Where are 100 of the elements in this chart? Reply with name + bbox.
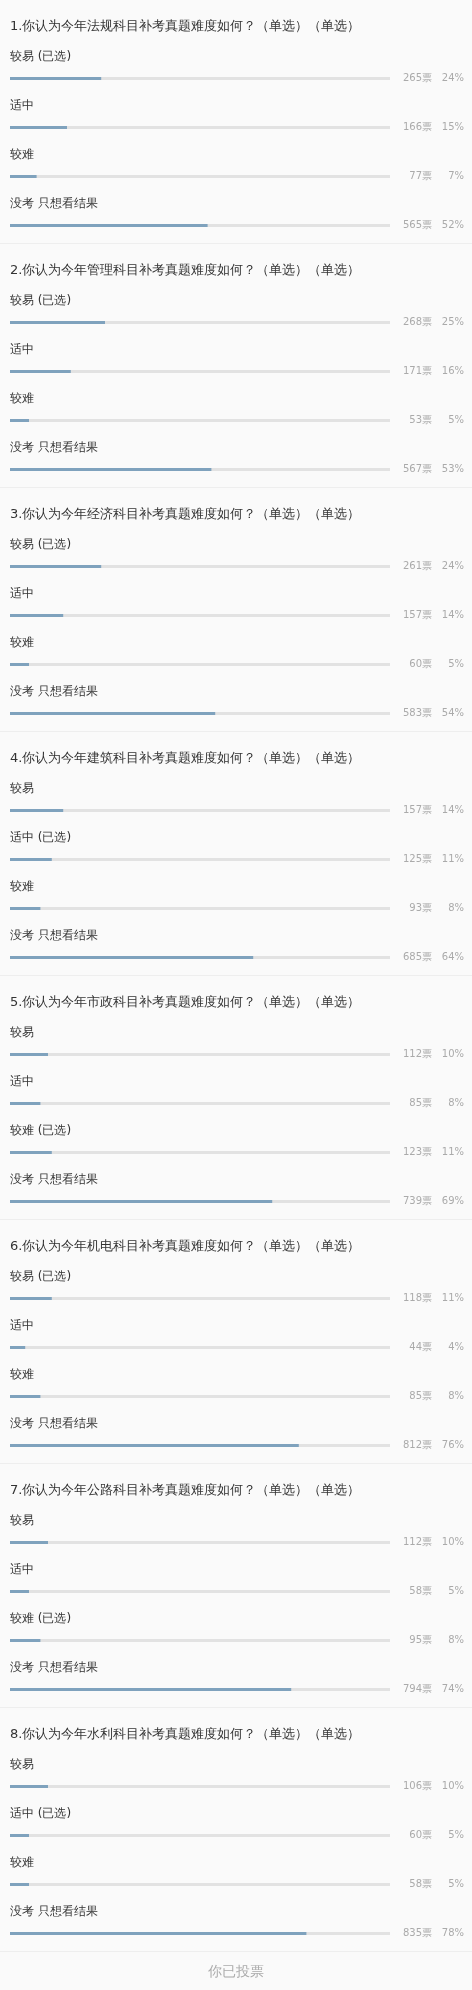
bar bbox=[10, 1590, 29, 1593]
text: 58票 bbox=[409, 1585, 432, 1596]
chart-title: 5.你认为今年市政科目补考真题难度如何？（单选）（单选） bbox=[10, 994, 361, 1009]
text: 157票 bbox=[402, 609, 432, 620]
data-label: 11% bbox=[441, 1292, 464, 1303]
text: 112票 bbox=[402, 1536, 432, 1547]
data-label: 7% bbox=[448, 170, 464, 181]
bar bbox=[10, 1102, 41, 1105]
y-tick-label: 较易 bbox=[10, 1757, 34, 1771]
data-label: 5% bbox=[448, 658, 464, 669]
text: 812票 bbox=[402, 1439, 432, 1450]
y-tick-label: 较难 bbox=[10, 1367, 34, 1381]
data-label: 24% bbox=[441, 560, 464, 571]
chart-title: 8.你认为今年水利科目补考真题难度如何？（单选）（单选） bbox=[10, 1726, 361, 1741]
bar bbox=[10, 565, 102, 568]
data-label: 8% bbox=[448, 1097, 464, 1108]
text: 112票 bbox=[402, 1048, 432, 1059]
y-tick-label: 没考 只想看结果 bbox=[10, 1172, 98, 1186]
y-tick-label: 适中 bbox=[10, 98, 34, 112]
text: 118票 bbox=[402, 1292, 432, 1303]
chart-title: 7.你认为今年公路科目补考真题难度如何？（单选）（单选） bbox=[10, 1482, 361, 1497]
data-label: 10% bbox=[441, 1780, 464, 1791]
text: 265票 bbox=[402, 72, 432, 83]
data-label: 5% bbox=[448, 414, 464, 425]
text: 85票 bbox=[409, 1097, 432, 1108]
bar bbox=[10, 1395, 41, 1398]
data-label: 25% bbox=[441, 316, 464, 327]
bar bbox=[10, 907, 41, 910]
y-tick-label: 适中 bbox=[10, 342, 34, 356]
bar bbox=[10, 858, 52, 861]
text: 794票 bbox=[402, 1683, 432, 1694]
chart-title: 4.你认为今年建筑科目补考真题难度如何？（单选）（单选） bbox=[10, 750, 361, 765]
data-label: 10% bbox=[441, 1048, 464, 1059]
data-label: 16% bbox=[441, 365, 464, 376]
text: 125票 bbox=[402, 853, 432, 864]
y-tick-label: 适中 bbox=[10, 1318, 34, 1332]
y-tick-label: 适中 (已选) bbox=[10, 830, 72, 844]
y-tick-label: 较难 bbox=[10, 1855, 34, 1869]
text: 739票 bbox=[402, 1195, 432, 1206]
bar bbox=[10, 1639, 41, 1642]
text: 60票 bbox=[409, 658, 432, 669]
data-label: 5% bbox=[448, 1878, 464, 1889]
y-tick-label: 没考 只想看结果 bbox=[10, 1660, 98, 1674]
data-label: 14% bbox=[441, 804, 464, 815]
y-tick-label: 适中 bbox=[10, 586, 34, 600]
text: 106票 bbox=[402, 1780, 432, 1791]
text: 685票 bbox=[402, 951, 432, 962]
y-tick-label: 较难 bbox=[10, 391, 34, 405]
data-label: 64% bbox=[441, 951, 464, 962]
data-label: 76% bbox=[441, 1439, 464, 1450]
y-tick-label: 较难 (已选) bbox=[10, 1123, 72, 1137]
y-tick-label: 没考 只想看结果 bbox=[10, 1416, 98, 1430]
bar bbox=[10, 370, 71, 373]
text: 583票 bbox=[402, 707, 432, 718]
text: 268票 bbox=[402, 316, 432, 327]
text: 58票 bbox=[409, 1878, 432, 1889]
data-label: 4% bbox=[448, 1341, 464, 1352]
y-tick-label: 没考 只想看结果 bbox=[10, 684, 98, 698]
data-label: 15% bbox=[441, 121, 464, 132]
y-tick-label: 较易 bbox=[10, 1513, 34, 1527]
text: 567票 bbox=[402, 463, 432, 474]
data-label: 69% bbox=[441, 1195, 464, 1206]
text: 44票 bbox=[409, 1341, 432, 1352]
data-label: 10% bbox=[441, 1536, 464, 1547]
text: 95票 bbox=[409, 1634, 432, 1645]
bar bbox=[10, 77, 102, 80]
bar bbox=[10, 614, 64, 617]
bar bbox=[10, 175, 37, 178]
bar bbox=[10, 809, 64, 812]
y-tick-label: 没考 只想看结果 bbox=[10, 440, 98, 454]
data-label: 8% bbox=[448, 1634, 464, 1645]
chart-title: 6.你认为今年机电科目补考真题难度如何？（单选）（单选） bbox=[10, 1238, 361, 1253]
text: 你已投票 bbox=[207, 1963, 264, 1979]
text: 77票 bbox=[409, 170, 432, 181]
y-tick-label: 没考 只想看结果 bbox=[10, 196, 98, 210]
data-label: 5% bbox=[448, 1585, 464, 1596]
y-tick-label: 适中 bbox=[10, 1074, 34, 1088]
y-tick-label: 较易 (已选) bbox=[10, 49, 72, 63]
text: 85票 bbox=[409, 1390, 432, 1401]
bar bbox=[10, 663, 29, 666]
y-tick-label: 较难 (已选) bbox=[10, 1611, 72, 1625]
chart-title: 1.你认为今年法规科目补考真题难度如何？（单选）（单选） bbox=[10, 18, 361, 33]
text: 166票 bbox=[402, 121, 432, 132]
text: 157票 bbox=[402, 804, 432, 815]
text: 93票 bbox=[409, 902, 432, 913]
y-tick-label: 适中 (已选) bbox=[10, 1806, 72, 1820]
chart-title: 2.你认为今年管理科目补考真题难度如何？（单选）（单选） bbox=[10, 262, 361, 277]
bar bbox=[10, 419, 29, 422]
y-tick-label: 较难 bbox=[10, 147, 34, 161]
bar bbox=[10, 1346, 26, 1349]
bar bbox=[10, 1151, 52, 1154]
y-tick-label: 较难 bbox=[10, 635, 34, 649]
data-label: 8% bbox=[448, 902, 464, 913]
data-label: 11% bbox=[441, 853, 464, 864]
data-label: 78% bbox=[441, 1927, 464, 1938]
y-tick-label: 较易 bbox=[10, 1025, 34, 1039]
data-label: 5% bbox=[448, 1829, 464, 1840]
bar bbox=[10, 1053, 48, 1056]
chart-title: 3.你认为今年经济科目补考真题难度如何？（单选）（单选） bbox=[10, 506, 361, 521]
text: 565票 bbox=[402, 219, 432, 230]
